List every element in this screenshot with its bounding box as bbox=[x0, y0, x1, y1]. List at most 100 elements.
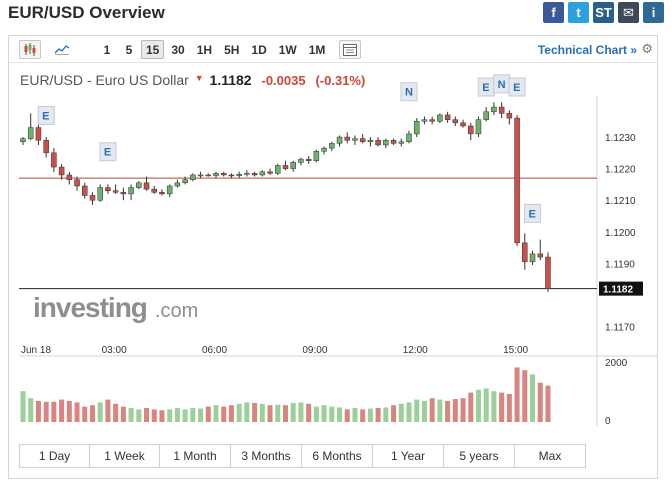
x-tick-label: 12:00 bbox=[403, 345, 428, 356]
instrument-name: EUR/USD - Euro US Dollar bbox=[20, 72, 189, 88]
volume-bar bbox=[97, 402, 103, 422]
share-buttons: f t ST ✉ i bbox=[543, 2, 664, 23]
range-1-month[interactable]: 1 Month bbox=[160, 445, 231, 467]
last-price-label: 1.1182 bbox=[603, 285, 633, 296]
volume-bar bbox=[105, 399, 111, 422]
y-tick-label: 1.1220 bbox=[605, 165, 636, 176]
volume-bar bbox=[367, 408, 373, 422]
technical-chart-link[interactable]: Technical Chart » bbox=[537, 43, 637, 57]
settings-gear-icon[interactable]: ⚙ bbox=[641, 41, 653, 56]
x-tick-label: 15:00 bbox=[503, 345, 528, 356]
candle-body bbox=[336, 136, 343, 144]
volume-bar bbox=[198, 408, 204, 422]
volume-bar bbox=[159, 410, 165, 422]
candle-body bbox=[205, 174, 212, 177]
y-tick-label: 1.1190 bbox=[605, 259, 635, 270]
volume-bar bbox=[375, 408, 381, 422]
news-marker-label: E bbox=[482, 82, 489, 94]
candle-body bbox=[468, 125, 474, 135]
email-icon[interactable]: ✉ bbox=[618, 2, 639, 23]
interval-5[interactable]: 5 bbox=[125, 42, 133, 57]
line-chart-icon[interactable] bbox=[51, 40, 73, 59]
candle-body bbox=[514, 117, 520, 244]
volume-bar bbox=[113, 403, 119, 422]
volume-bar bbox=[352, 408, 358, 422]
candle-body bbox=[406, 133, 412, 143]
candle-body bbox=[20, 138, 26, 143]
news-marker bbox=[99, 142, 117, 162]
news-marker-label: E bbox=[513, 82, 520, 94]
interval-15[interactable]: 15 bbox=[141, 40, 165, 59]
interval-1[interactable]: 1 bbox=[103, 42, 111, 57]
interval-1h[interactable]: 1H bbox=[196, 42, 213, 57]
candle-body bbox=[537, 253, 543, 258]
news-marker-label: N bbox=[498, 79, 506, 91]
candle-body bbox=[375, 139, 381, 146]
candle-body bbox=[228, 174, 235, 177]
candlestick-icon[interactable] bbox=[19, 40, 41, 59]
last-price-badge bbox=[599, 281, 643, 296]
info-icon[interactable]: i bbox=[643, 2, 664, 23]
volume-bar bbox=[267, 405, 273, 422]
candle-body bbox=[151, 188, 157, 193]
range-6-months[interactable]: 6 Months bbox=[302, 445, 373, 467]
candle-body bbox=[267, 171, 273, 174]
candle-body bbox=[27, 127, 34, 139]
candle-body bbox=[213, 173, 219, 176]
candle-body bbox=[220, 173, 227, 176]
volume-bar bbox=[74, 402, 80, 422]
candle-body bbox=[398, 141, 405, 144]
interval-1m[interactable]: 1M bbox=[308, 42, 326, 57]
candle-body bbox=[367, 139, 374, 143]
price-chart[interactable]: 1.1230 1.1220 1.1210 1.1200 1.1190 1.1170 1.11… bbox=[9, 36, 657, 441]
range-1-day[interactable]: 1 Day bbox=[20, 445, 90, 467]
stocktwits-icon[interactable]: ST bbox=[593, 2, 614, 23]
interval-1w[interactable]: 1W bbox=[278, 42, 297, 57]
x-tick-label: 03:00 bbox=[102, 345, 127, 356]
y-tick-label: 1.1170 bbox=[605, 323, 635, 334]
candle-body bbox=[352, 138, 358, 141]
candle-body bbox=[259, 171, 266, 176]
facebook-icon[interactable]: f bbox=[543, 2, 564, 23]
interval-30[interactable]: 30 bbox=[171, 42, 185, 57]
candle-body bbox=[444, 114, 451, 120]
candle-body bbox=[545, 256, 551, 289]
volume-bar bbox=[421, 401, 427, 422]
candle-body bbox=[437, 114, 443, 122]
volume-bar bbox=[506, 394, 512, 422]
candle-body bbox=[313, 151, 320, 161]
range-1-week[interactable]: 1 Week bbox=[90, 445, 160, 467]
range-3-months[interactable]: 3 Months bbox=[231, 445, 302, 467]
volume-bar bbox=[20, 391, 26, 422]
range-5-years[interactable]: 5 years bbox=[444, 445, 515, 467]
y-tick-label: 1.1210 bbox=[605, 196, 636, 207]
candle-body bbox=[58, 166, 65, 176]
volume-bar bbox=[59, 399, 65, 422]
indicators-icon[interactable] bbox=[339, 40, 361, 59]
volume-bar bbox=[491, 391, 497, 422]
x-tick-label: Jun 18 bbox=[21, 345, 51, 356]
candle-body bbox=[305, 158, 312, 161]
volume-bar bbox=[475, 389, 481, 422]
candle-body bbox=[421, 119, 428, 122]
twitter-icon[interactable]: t bbox=[568, 2, 589, 23]
volume-bar bbox=[398, 403, 404, 422]
x-tick-label: 06:00 bbox=[202, 345, 227, 356]
candle-body bbox=[329, 143, 335, 149]
volume-bar bbox=[205, 406, 211, 422]
volume-bar bbox=[298, 402, 304, 422]
candle-body bbox=[120, 192, 127, 195]
range-1-year[interactable]: 1 Year bbox=[373, 445, 444, 467]
volume-bar bbox=[182, 409, 188, 422]
volume-tick-label: 0 bbox=[605, 416, 611, 427]
news-marker bbox=[400, 82, 418, 102]
volume-bar bbox=[483, 388, 489, 422]
interval-5h[interactable]: 5H bbox=[224, 42, 240, 57]
candle-body bbox=[429, 119, 435, 122]
range-max[interactable]: Max bbox=[515, 445, 585, 467]
volume-bar bbox=[167, 409, 173, 422]
volume-bar bbox=[537, 382, 543, 422]
volume-bar bbox=[252, 402, 258, 422]
candle-body bbox=[236, 174, 242, 176]
interval-1d[interactable]: 1D bbox=[251, 42, 267, 57]
